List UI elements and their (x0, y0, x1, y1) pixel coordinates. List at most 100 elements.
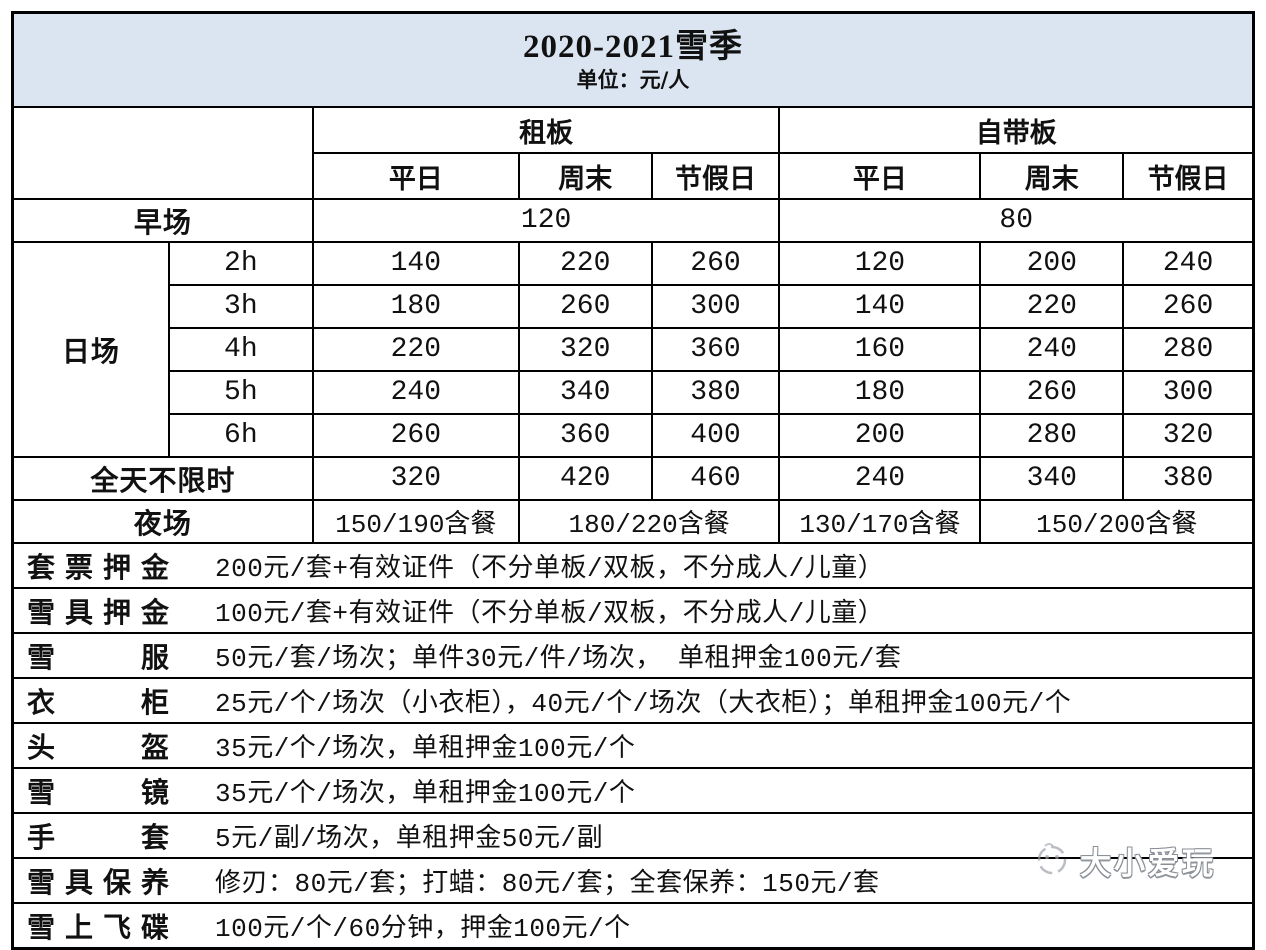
table-row: 5h 240 340 380 180 260 300 (13, 370, 1255, 415)
price-cell: 300 (650, 284, 781, 329)
note-row-goggles: 雪镜 35元/个/场次，单租押金100元/个 (11, 767, 1255, 814)
note-text: 5元/副/场次，单租押金50元/副 (215, 824, 604, 854)
table-row: 日场 2h 140 220 260 120 200 240 (11, 241, 1255, 458)
note-row-deposit-ticket: 套票押金 200元/套+有效证件（不分单板/双板，不分成人/儿童） (11, 542, 1255, 589)
price-cell: 400 (650, 413, 781, 458)
price-cell: 200 (979, 241, 1125, 286)
table-row: 租板 自带板 (11, 106, 1255, 200)
price-cell: 300 (1122, 370, 1255, 415)
day-type-header-weekday: 平日 (311, 152, 520, 200)
table-row: 全天不限时 320 420 460 240 340 380 (11, 456, 1255, 501)
price-cell: 340 (979, 456, 1125, 501)
session-label-morning: 早场 (11, 198, 314, 243)
price-cell: 320 (517, 327, 653, 372)
price-cell: 260 (650, 241, 781, 286)
price-cell: 260 (517, 284, 653, 329)
price-cell: 340 (517, 370, 653, 415)
day-type-header-weekend: 周末 (979, 152, 1125, 200)
table-row: 3h 180 260 300 140 220 260 (13, 284, 1255, 329)
note-row-helmet: 头盔 35元/个/场次，单租押金100元/个 (11, 722, 1255, 769)
note-text: 35元/个/场次，单租押金100元/个 (215, 779, 636, 809)
note-text: 50元/套/场次；单件30元/件/场次， 单租押金100元/套 (215, 644, 902, 674)
price-cell: 180 (311, 284, 520, 329)
price-cell: 130/170含餐 (778, 499, 982, 544)
price-cell: 200 (778, 413, 982, 458)
note-text: 25元/个/场次（小衣柜），40元/个/场次（大衣柜）；单租押金100元/个 (215, 689, 1072, 719)
duration-label: 3h (167, 284, 314, 329)
table-row: 头盔 35元/个/场次，单租押金100元/个 (11, 722, 1255, 769)
price-cell: 380 (1122, 456, 1255, 501)
day-type-header-holiday: 节假日 (1122, 152, 1255, 200)
price-cell: 180 (778, 370, 982, 415)
session-label-night: 夜场 (11, 499, 314, 544)
title-cell: 2020-2021雪季 单位：元/人 (11, 11, 1255, 108)
note-row-deposit-gear: 雪具押金 100元/套+有效证件（不分单板/双板，不分成人/儿童） (11, 587, 1255, 634)
price-cell: 180/220含餐 (517, 499, 781, 544)
note-label: 雪上飞碟 (27, 910, 169, 944)
price-cell: 120 (311, 198, 781, 243)
duration-label: 2h (167, 241, 314, 286)
price-cell: 120 (778, 241, 982, 286)
table-row: 套票押金 200元/套+有效证件（不分单板/双板，不分成人/儿童） (11, 542, 1255, 589)
table-row: 手套 5元/副/场次，单租押金50元/副 (11, 812, 1255, 859)
price-cell: 260 (1122, 284, 1255, 329)
session-label-day: 日场 (11, 241, 170, 458)
note-label: 雪镜 (27, 775, 169, 809)
table-row: 衣柜 25元/个/场次（小衣柜），40元/个/场次（大衣柜）；单租押金100元/… (11, 677, 1255, 724)
ski-price-table: 2020-2021雪季 单位：元/人 租板 自带板 平日 周末 节假日 平日 周… (11, 11, 1255, 950)
price-cell: 240 (1122, 241, 1255, 286)
day-type-header-weekday: 平日 (778, 152, 982, 200)
day-type-header-holiday: 节假日 (650, 152, 781, 200)
corner-empty-cell (11, 106, 314, 200)
price-cell: 80 (778, 198, 1255, 243)
duration-label: 6h (167, 413, 314, 458)
price-cell: 240 (778, 456, 982, 501)
note-label: 手套 (27, 820, 169, 854)
duration-label: 4h (167, 327, 314, 372)
table-row: 雪镜 35元/个/场次，单租押金100元/个 (11, 767, 1255, 814)
note-label: 衣柜 (27, 685, 169, 719)
price-cell: 220 (979, 284, 1125, 329)
table-row: 雪上飞碟 100元/个/60分钟，押金100元/个 (11, 902, 1255, 950)
price-cell: 260 (311, 413, 520, 458)
note-text: 35元/个/场次，单租押金100元/个 (215, 734, 636, 764)
price-cell: 240 (979, 327, 1125, 372)
price-sheet-page: 2020-2021雪季 单位：元/人 租板 自带板 平日 周末 节假日 平日 周… (11, 11, 1255, 950)
price-cell: 320 (311, 456, 520, 501)
note-row-snow-tube: 雪上飞碟 100元/个/60分钟，押金100元/个 (11, 902, 1255, 950)
rent-board-header: 租板 (311, 106, 781, 154)
note-row-locker: 衣柜 25元/个/场次（小衣柜），40元/个/场次（大衣柜）；单租押金100元/… (11, 677, 1255, 724)
table-row: 4h 220 320 360 160 240 280 (13, 327, 1255, 372)
price-cell: 380 (650, 370, 781, 415)
season-title: 2020-2021雪季 (523, 28, 743, 65)
note-row-gear-maintenance: 雪具保养 修刃：80元/套；打蜡：80元/套；全套保养：150元/套 (11, 857, 1255, 904)
table-row: 雪具押金 100元/套+有效证件（不分单板/双板，不分成人/儿童） (11, 587, 1255, 634)
note-label: 雪具押金 (27, 595, 169, 629)
price-cell: 220 (311, 327, 520, 372)
price-cell: 140 (778, 284, 982, 329)
day-type-header-weekend: 周末 (517, 152, 653, 200)
duration-label: 5h (167, 370, 314, 415)
note-text: 100元/套+有效证件（不分单板/双板，不分成人/儿童） (215, 599, 885, 629)
price-cell: 460 (650, 456, 781, 501)
note-text: 修刃：80元/套；打蜡：80元/套；全套保养：150元/套 (215, 869, 880, 899)
note-label: 雪具保养 (27, 865, 169, 899)
note-row-gloves: 手套 5元/副/场次，单租押金50元/副 (11, 812, 1255, 859)
price-cell: 360 (650, 327, 781, 372)
note-label: 头盔 (27, 730, 169, 764)
table-row: 雪服 50元/套/场次；单件30元/件/场次， 单租押金100元/套 (11, 632, 1255, 679)
price-cell: 360 (517, 413, 653, 458)
unit-label: 单位：元/人 (576, 68, 690, 93)
table-row: 早场 120 80 (11, 198, 1255, 243)
note-text: 200元/套+有效证件（不分单板/双板，不分成人/儿童） (215, 554, 885, 584)
price-cell: 160 (778, 327, 982, 372)
note-row-snow-suit: 雪服 50元/套/场次；单件30元/件/场次， 单租押金100元/套 (11, 632, 1255, 679)
note-text: 100元/个/60分钟，押金100元/个 (215, 914, 631, 944)
price-cell: 420 (517, 456, 653, 501)
price-cell: 150/190含餐 (311, 499, 520, 544)
price-cell: 140 (311, 241, 520, 286)
price-cell: 240 (311, 370, 520, 415)
price-cell: 320 (1122, 413, 1255, 458)
table-row: 平日 周末 节假日 平日 周末 节假日 (13, 152, 1255, 200)
table-row: 雪具保养 修刃：80元/套；打蜡：80元/套；全套保养：150元/套 (11, 857, 1255, 904)
